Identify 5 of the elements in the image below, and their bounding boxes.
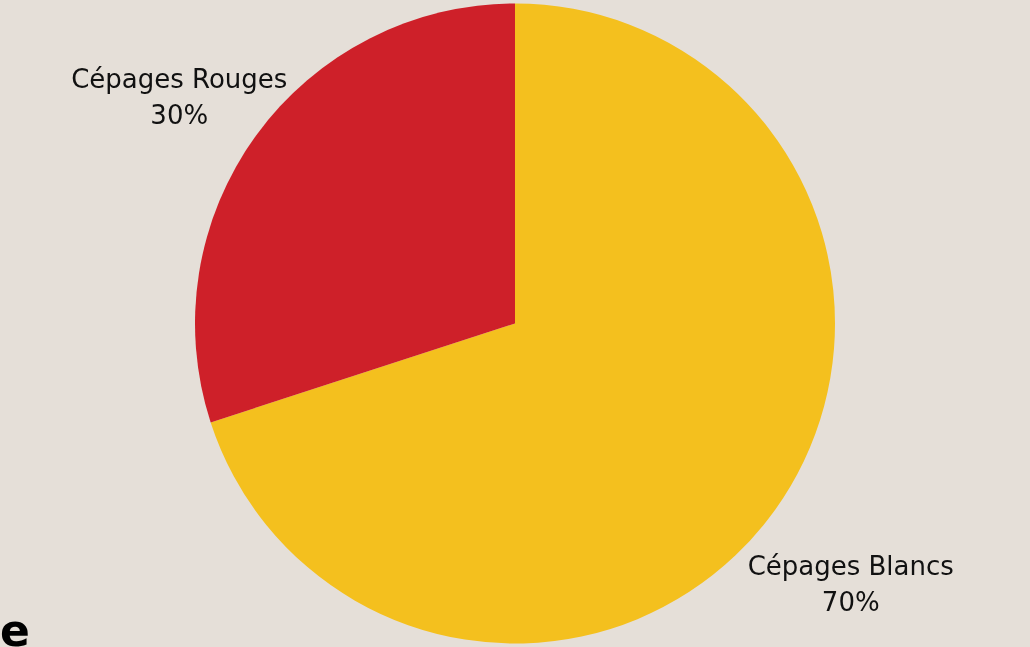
data-label: 30%	[150, 99, 209, 130]
text: e	[0, 605, 30, 647]
slice-label: Cépages Blancs	[747, 551, 954, 582]
data-label: 70%	[821, 587, 880, 618]
slice-label: Cépages Rouges	[71, 63, 288, 94]
